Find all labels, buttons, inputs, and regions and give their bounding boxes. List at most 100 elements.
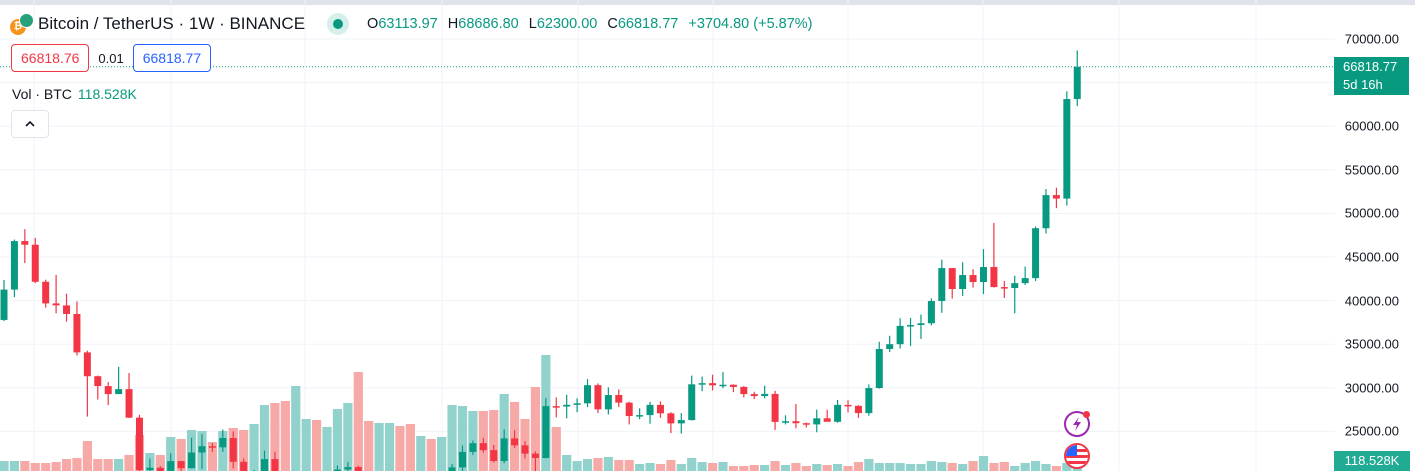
candle-up xyxy=(698,383,706,385)
bitcoin-tether-logo-icon: ₿ xyxy=(10,13,34,35)
candle-down xyxy=(73,313,81,353)
candle-up xyxy=(646,404,654,416)
buy-button[interactable]: 66818.77 xyxy=(132,44,212,72)
volume-bar xyxy=(635,464,645,471)
volume-bar xyxy=(41,463,51,471)
volume-bar xyxy=(905,464,916,471)
candle-down xyxy=(177,461,185,469)
volume-bar xyxy=(312,420,322,471)
volume-bar xyxy=(812,464,822,471)
ohlc-values: O63113.97 H68686.80 L62300.00 C66818.77 … xyxy=(367,16,818,32)
candle-up xyxy=(979,267,987,283)
candle-up xyxy=(917,323,925,326)
candle-down xyxy=(31,244,39,282)
economic-events-button[interactable] xyxy=(1064,443,1090,469)
candle-up xyxy=(865,388,873,414)
candle-up xyxy=(604,395,612,410)
candle-up xyxy=(458,451,466,468)
volume-bar xyxy=(1010,466,1020,471)
volume-bar xyxy=(791,463,801,471)
volume-bar xyxy=(353,372,363,471)
sell-button[interactable]: 66818.76 xyxy=(11,44,90,72)
market-status-icon[interactable] xyxy=(327,13,350,35)
price-tick-label: 45000.00 xyxy=(1344,249,1399,265)
price-tick-label: 40000.00 xyxy=(1344,293,1399,309)
price-tick-label: 70000.00 xyxy=(1344,31,1399,47)
volume-bar xyxy=(1041,464,1051,471)
volume-bar xyxy=(9,461,20,471)
events-button[interactable] xyxy=(1064,411,1090,437)
candle-up xyxy=(938,268,946,302)
volume-bar xyxy=(937,462,947,471)
volume-bar xyxy=(1051,466,1062,471)
price-axis[interactable]: 70000.00 60000.00 55000.00 50000.00 45000.00… xyxy=(1335,0,1415,471)
candle-up xyxy=(542,406,550,458)
volume-bar xyxy=(676,464,686,471)
candle-up xyxy=(813,418,821,425)
candle-down xyxy=(240,461,248,471)
volume-bar xyxy=(916,464,926,471)
price-chart[interactable] xyxy=(0,0,1335,471)
volume-bar xyxy=(760,465,770,471)
volume-bar xyxy=(249,424,259,471)
volume-bar xyxy=(707,463,718,471)
volume-bar xyxy=(1062,463,1072,471)
candle-up xyxy=(0,289,8,320)
volume-bar xyxy=(603,457,613,471)
candle-up xyxy=(146,467,154,471)
candle-down xyxy=(479,443,487,451)
last-volume-label: 118.528K xyxy=(1334,451,1410,471)
price-tick-label: 30000.00 xyxy=(1344,380,1399,396)
price-tick-label: 25000.00 xyxy=(1344,423,1399,439)
candle-up xyxy=(573,403,581,405)
candle-down xyxy=(771,393,779,422)
volume-label[interactable]: Vol · BTC xyxy=(12,86,72,102)
candle-down xyxy=(104,386,112,395)
volume-bar xyxy=(384,423,395,471)
candle-up xyxy=(563,404,571,407)
candle-down xyxy=(625,402,633,417)
candle-down xyxy=(990,267,998,288)
volume-bar xyxy=(489,410,499,471)
volume-bar xyxy=(51,462,61,471)
volume-bar xyxy=(291,386,301,471)
volume-value: 118.528K xyxy=(77,86,137,102)
last-price-label: 66818.77 5d 16h xyxy=(1334,57,1409,95)
volume-bar xyxy=(322,427,332,471)
volume-bar xyxy=(457,406,468,471)
candle-down xyxy=(1052,195,1060,199)
spread-value: 0.01 xyxy=(98,50,124,66)
candle-down xyxy=(94,376,102,387)
symbol-title[interactable]: Bitcoin / TetherUS · 1W · BINANCE xyxy=(38,14,306,33)
volume-bar xyxy=(416,436,426,471)
open-value: 63113.97 xyxy=(378,16,438,32)
price-tick-label: 35000.00 xyxy=(1344,336,1399,352)
candle-down xyxy=(656,404,664,414)
candle-down xyxy=(844,404,852,407)
candle-up xyxy=(198,446,206,453)
volume-bar xyxy=(895,463,905,471)
volume-bar xyxy=(885,463,895,471)
candle-down xyxy=(615,395,623,403)
volume-bar xyxy=(780,465,791,471)
volume-bar xyxy=(864,459,874,471)
price-tick-label: 60000.00 xyxy=(1344,118,1399,134)
candle-up xyxy=(677,420,685,424)
candle-down xyxy=(709,383,717,386)
volume-bar xyxy=(103,459,113,471)
volume-bar xyxy=(270,403,280,471)
candle-up xyxy=(875,348,883,389)
collapse-legend-button[interactable] xyxy=(11,110,49,138)
candle-down xyxy=(667,413,675,424)
candle-up xyxy=(500,438,508,462)
volume-bar xyxy=(874,463,884,471)
last-price-value: 66818.77 xyxy=(1343,59,1398,74)
candle-down xyxy=(740,386,748,395)
volume-bar xyxy=(728,466,738,471)
volume-bar xyxy=(364,421,374,471)
candle-up xyxy=(834,404,842,422)
high-label: H xyxy=(447,16,459,32)
candle-down xyxy=(354,467,362,471)
candle-up xyxy=(188,452,196,469)
candle-down xyxy=(490,450,498,462)
